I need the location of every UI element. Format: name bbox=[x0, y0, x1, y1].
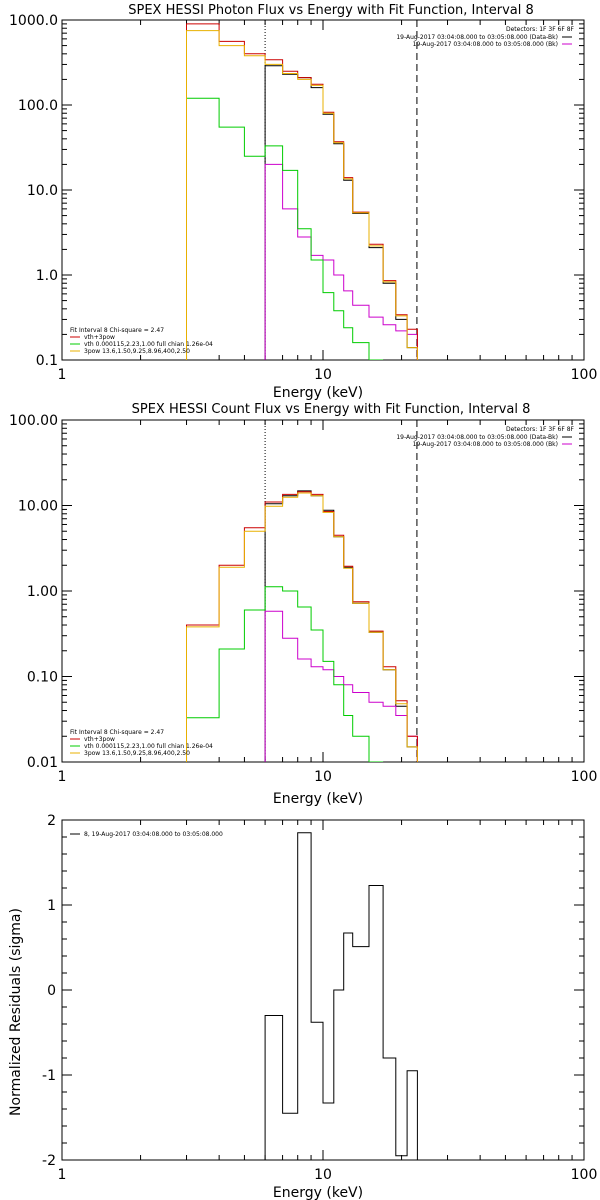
fit-info-label: Fit Interval 8 Chi-square = 2.47 bbox=[70, 729, 164, 736]
count-flux-panel: SPEX HESSI Count Flux vs Energy with Fit… bbox=[9, 402, 597, 807]
detectors-label: Detectors: 1F 3F 6F 8F bbox=[506, 26, 575, 33]
x-tick-label: 10 bbox=[314, 367, 332, 383]
x-tick-label: 100 bbox=[571, 769, 598, 785]
y-tick-label: 0.1 bbox=[36, 353, 58, 369]
legend-entry-label: vth 0.000115,2.23,1.00 full chian 1.26e-… bbox=[84, 341, 213, 348]
y-tick-label: 1.0 bbox=[36, 268, 58, 284]
series-step-line bbox=[186, 30, 418, 360]
y-tick-label: 1.00 bbox=[27, 584, 58, 600]
detectors-label: Detectors: 1F 3F 6F 8F bbox=[506, 426, 575, 433]
series-step-line bbox=[186, 492, 418, 762]
count-flux-xlabel: Energy (keV) bbox=[273, 791, 363, 807]
series-step-line bbox=[264, 610, 418, 762]
legend-entry-label: vth+3pow bbox=[84, 736, 115, 743]
residuals-xlabel: Energy (keV) bbox=[273, 1185, 363, 1200]
legend-entry-label: vth+3pow bbox=[84, 334, 115, 341]
y-tick-label: 0.01 bbox=[27, 755, 58, 771]
legend-entry-label: 3pow 13.6,1.50,9.25,8.96,400,2.50 bbox=[84, 750, 190, 757]
series-step-line bbox=[186, 23, 418, 360]
x-tick-label: 100 bbox=[571, 1167, 598, 1183]
residuals-panel: 1 10 100 -2 -1 0 1 2 8, 19-Aug-2017 03:04:08.000… bbox=[8, 813, 597, 1200]
y-tick-label: 100.0 bbox=[18, 98, 58, 114]
photon-flux-xlabel: Energy (keV) bbox=[273, 385, 363, 401]
photon-flux-title: SPEX HESSI Photon Flux vs Energy with Fi… bbox=[128, 3, 534, 18]
y-tick-label: 100.00 bbox=[9, 413, 58, 429]
photon-flux-plot-area: 1 10 100 0.1 1.0 10.0 100.0 1000.0 Detectors: 1F… bbox=[9, 13, 597, 383]
x-tick-label: 1 bbox=[58, 367, 67, 383]
y-tick-label: 1 bbox=[47, 898, 56, 914]
legend-entry-label: 19-Aug-2017 03:04:08.000 to 03:05:08.000… bbox=[413, 41, 558, 48]
count-flux-plot-area: 1 10 100 0.01 0.10 1.00 10.00 100.00 Detectors: … bbox=[9, 413, 597, 785]
series-step-line bbox=[186, 586, 384, 762]
legend-entry-label: 19-Aug-2017 03:04:08.000 to 03:05:08.000… bbox=[413, 441, 558, 448]
y-tick-label: 1000.0 bbox=[9, 13, 58, 29]
series-step-line bbox=[264, 832, 418, 1160]
legend-entry-label: 19-Aug-2017 03:04:08.000 to 03:05:08.000… bbox=[396, 434, 558, 441]
legend-entry-label: 8, 19-Aug-2017 03:04:08.000 to 03:05:08.… bbox=[84, 831, 223, 838]
y-tick-label: 10.0 bbox=[27, 183, 58, 199]
x-tick-label: 1 bbox=[58, 1167, 67, 1183]
x-tick-label: 1 bbox=[58, 769, 67, 785]
legend-entry-label: 3pow 13.6,1.50,9.25,8.96,400,2.50 bbox=[84, 348, 190, 355]
y-tick-label: -1 bbox=[42, 1068, 56, 1084]
count-flux-title: SPEX HESSI Count Flux vs Energy with Fit… bbox=[132, 402, 531, 417]
x-tick-label: 10 bbox=[314, 1167, 332, 1183]
photon-flux-panel: SPEX HESSI Photon Flux vs Energy with Fi… bbox=[9, 3, 597, 401]
legend-entry-label: 19-Aug-2017 03:04:08.000 to 03:05:08.000… bbox=[396, 34, 558, 41]
fit-info-label: Fit Interval 8 Chi-square = 2.47 bbox=[70, 327, 164, 334]
residuals-plot-area: 1 10 100 -2 -1 0 1 2 8, 19-Aug-2017 03:04:08.000… bbox=[42, 813, 597, 1183]
series-step-line bbox=[186, 491, 418, 762]
legend-entry-label: vth 0.000115,2.23,1.00 full chian 1.26e-… bbox=[84, 743, 213, 750]
x-tick-label: 100 bbox=[571, 367, 598, 383]
x-tick-label: 10 bbox=[314, 769, 332, 785]
y-tick-label: 10.00 bbox=[18, 499, 58, 515]
residuals-ylabel: Normalized Residuals (sigma) bbox=[8, 908, 24, 1116]
y-tick-label: 0.10 bbox=[27, 670, 58, 686]
y-tick-label: 2 bbox=[47, 813, 56, 829]
y-tick-label: 0 bbox=[47, 983, 56, 999]
series-step-line bbox=[186, 97, 384, 360]
y-tick-label: -2 bbox=[42, 1153, 56, 1169]
